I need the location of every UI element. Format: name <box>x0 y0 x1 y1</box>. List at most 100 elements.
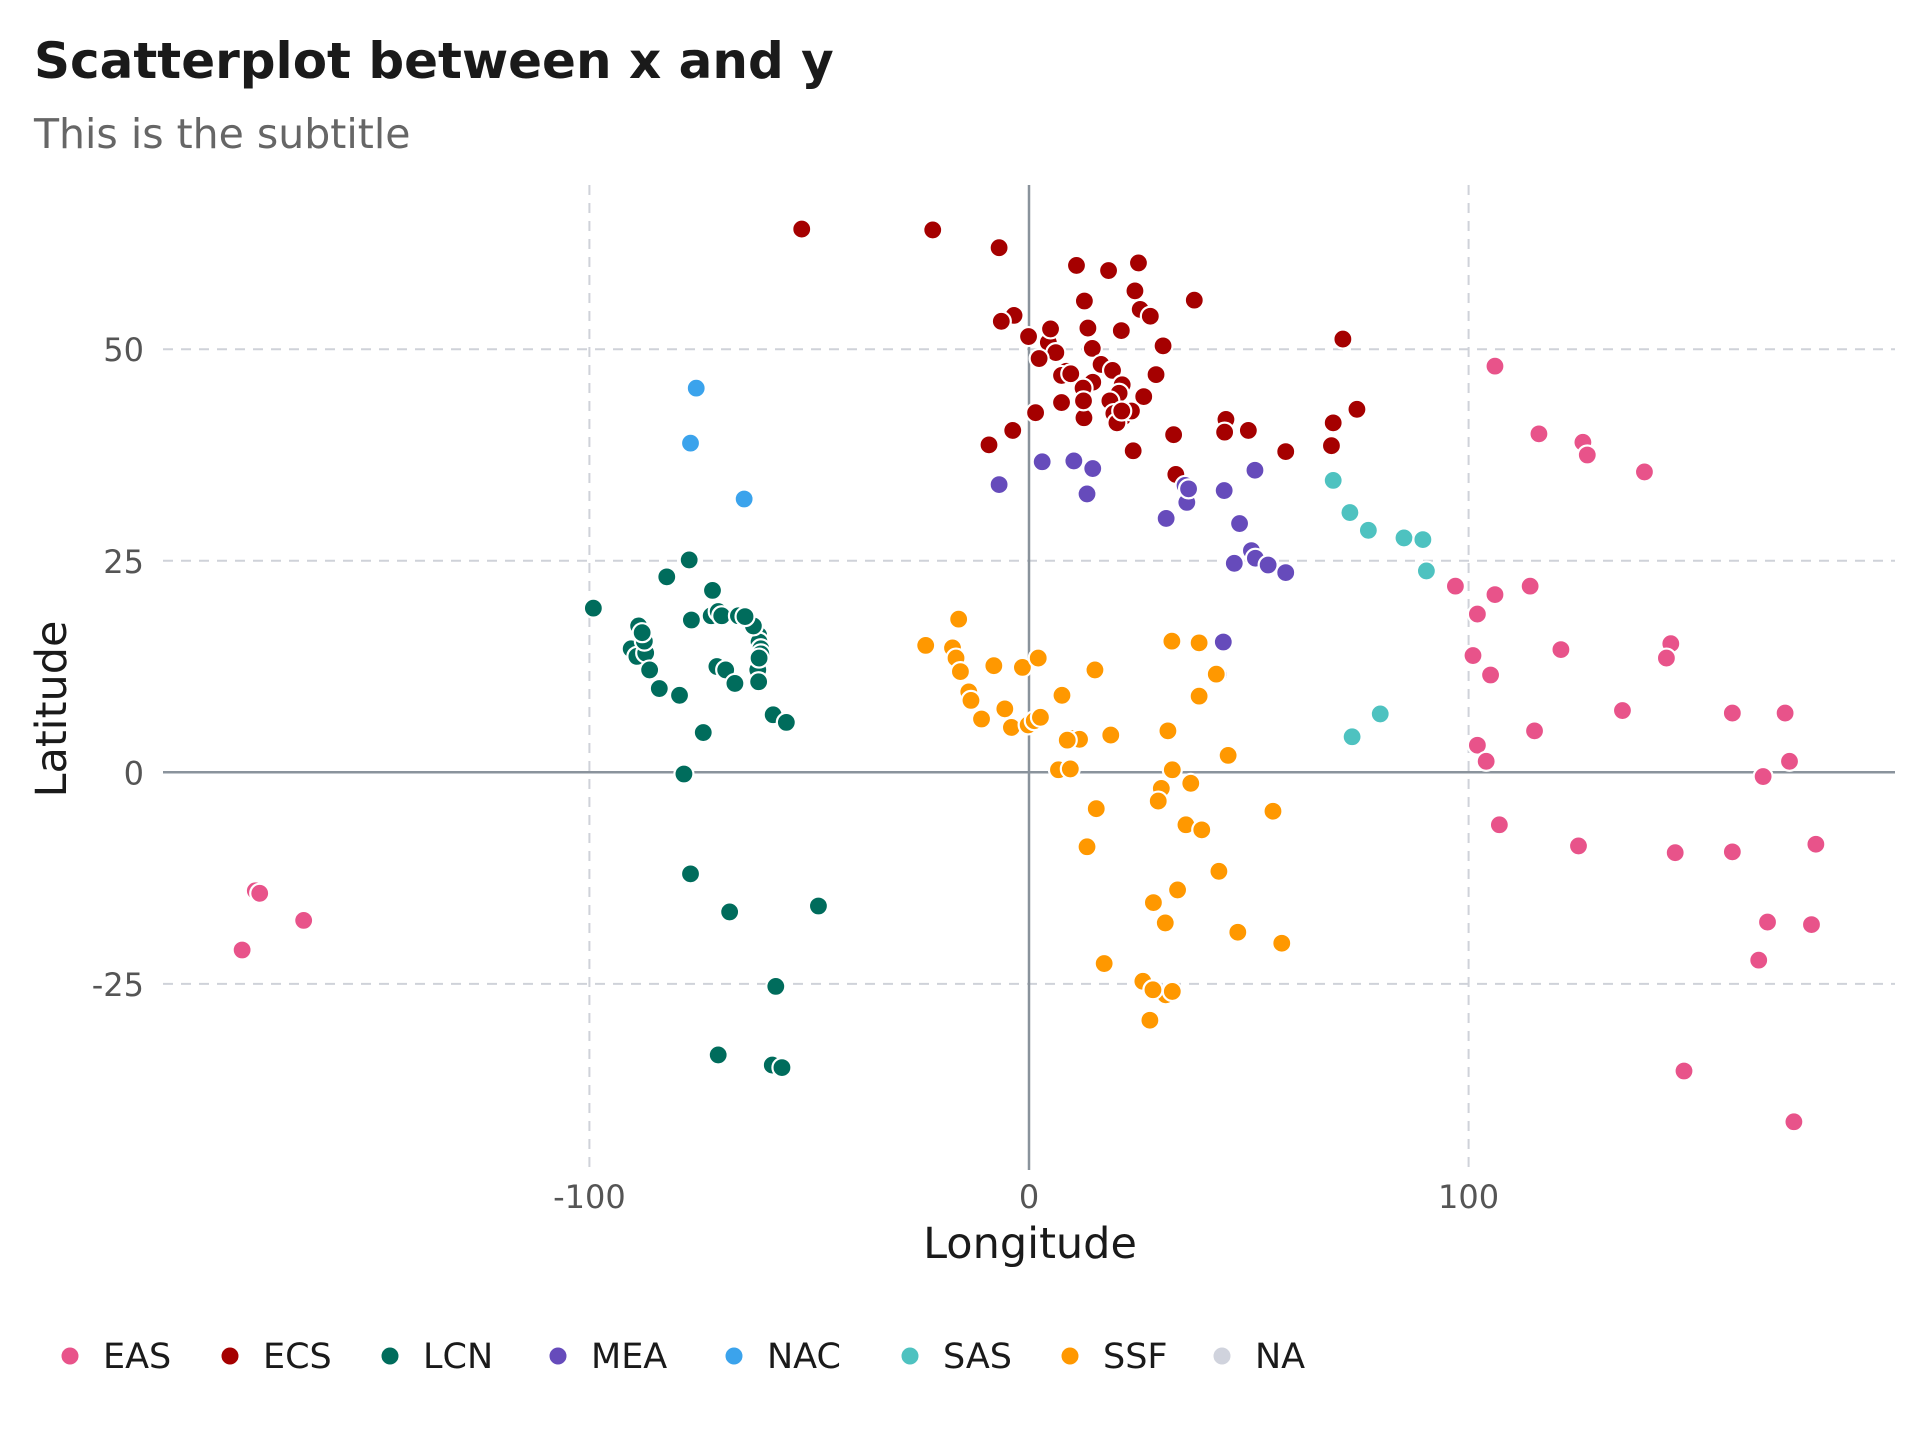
data-point-ssf <box>970 708 993 730</box>
data-point-ssf <box>960 689 982 711</box>
data-point-ecs <box>1322 412 1344 434</box>
data-point-eas <box>1673 1060 1695 1082</box>
data-point-ecs <box>1065 254 1088 277</box>
data-point-eas <box>1444 575 1467 597</box>
data-point-ecs <box>1320 435 1343 457</box>
data-point-eas <box>1633 461 1656 483</box>
x-tick-label: 0 <box>1019 1178 1039 1216</box>
data-point-ecs <box>990 310 1012 332</box>
data-point-ssf <box>1161 980 1183 1003</box>
data-point-ecs <box>1152 335 1174 357</box>
legend-key-sas <box>899 1345 921 1367</box>
data-point-mea <box>1257 554 1279 576</box>
data-point-eas <box>1721 841 1743 863</box>
data-point-ecs <box>1133 386 1155 408</box>
data-point-eas <box>1611 699 1634 722</box>
legend-label-lcn: LCN <box>423 1337 493 1377</box>
data-point-eas <box>1576 444 1598 466</box>
y-tick-label: 0 <box>124 754 144 792</box>
data-point-mea <box>1076 483 1098 505</box>
data-point-ssf <box>1027 647 1049 669</box>
data-point-ecs <box>1072 390 1095 412</box>
zero-lines <box>163 185 1895 1170</box>
data-point-mea <box>1275 562 1297 584</box>
legend-label-na: NA <box>1255 1337 1305 1377</box>
data-point-ecs <box>1017 325 1040 348</box>
y-tick-label: 50 <box>103 331 144 369</box>
data-point-ssf <box>1208 860 1230 882</box>
data-point-ssf <box>1217 744 1239 766</box>
legend-key-nac <box>723 1345 745 1367</box>
data-point-eas <box>1475 750 1497 772</box>
y-axis-title: Latitude <box>27 621 77 798</box>
data-points <box>231 218 1827 1133</box>
data-point-ecs <box>1127 252 1150 274</box>
data-point-ecs <box>1060 363 1082 385</box>
data-point-lcn <box>771 1057 793 1079</box>
data-point-mea <box>1177 478 1200 500</box>
x-tick-label: 100 <box>1438 1178 1499 1216</box>
data-point-eas <box>1774 702 1796 724</box>
data-point-mea <box>1244 459 1266 481</box>
data-point-ecs <box>1101 359 1124 381</box>
data-point-ecs <box>988 237 1010 259</box>
data-point-ecs <box>1237 419 1259 442</box>
legend-label-nac: NAC <box>767 1337 841 1377</box>
data-point-eas <box>1528 423 1550 445</box>
data-point-ecs <box>1346 398 1368 420</box>
data-point-ssf <box>1076 836 1098 858</box>
data-point-ssf <box>1029 706 1052 728</box>
data-point-ssf <box>1262 800 1284 822</box>
data-point-mea <box>1063 450 1085 472</box>
legend-label-ssf: SSF <box>1103 1337 1168 1377</box>
data-point-eas <box>1800 914 1823 936</box>
legend-label-ecs: ECS <box>263 1337 332 1377</box>
data-point-eas <box>1756 911 1779 933</box>
data-point-ssf <box>1142 979 1164 1001</box>
data-point-ecs <box>1024 402 1047 424</box>
data-point-mea <box>1223 552 1245 574</box>
data-point-lcn <box>748 671 770 693</box>
data-point-ecs <box>1124 280 1146 302</box>
data-point-ssf <box>1011 656 1034 678</box>
data-point-ecs <box>922 219 944 241</box>
data-point-mea <box>1212 631 1234 653</box>
data-point-ssf <box>1180 772 1202 794</box>
data-point-sas <box>1322 469 1344 491</box>
data-point-ssf <box>1188 685 1210 707</box>
data-point-mea <box>1082 457 1104 480</box>
data-point-lcn <box>673 763 695 785</box>
legend-key-ecs <box>219 1345 241 1367</box>
data-point-ecs <box>1183 289 1205 311</box>
data-point-eas <box>1484 355 1506 377</box>
data-point-lcn <box>701 579 724 601</box>
data-point-ecs <box>1039 318 1062 340</box>
data-point-lcn <box>692 721 714 744</box>
data-point-eas <box>1805 833 1827 855</box>
data-point-ecs <box>1081 337 1103 359</box>
data-point-sas <box>1341 726 1363 748</box>
data-point-ecs <box>1122 440 1144 462</box>
data-point-ssf <box>1147 790 1169 812</box>
data-point-eas <box>1466 734 1488 756</box>
legend-key-na <box>1211 1345 1233 1367</box>
data-point-lcn <box>748 647 770 669</box>
data-point-eas <box>1519 575 1541 597</box>
data-point-nac <box>685 377 707 399</box>
data-point-ssf <box>1157 720 1179 742</box>
data-point-ecs <box>791 218 813 240</box>
data-point-ssf <box>1188 632 1210 654</box>
data-point-ssf <box>1161 759 1183 781</box>
data-point-ssf <box>1051 684 1073 706</box>
data-point-sas <box>1412 529 1434 551</box>
data-point-ecs <box>1332 328 1354 350</box>
data-point-eas <box>1778 750 1801 772</box>
y-tick-label: -25 <box>92 966 144 1004</box>
legend-key-ssf <box>1059 1345 1081 1367</box>
legend-label-mea: MEA <box>591 1337 667 1377</box>
data-point-ssf <box>1085 798 1107 820</box>
data-point-ecs <box>1214 421 1236 443</box>
y-axis-tick-labels: -25 0 25 50 <box>92 331 144 1004</box>
data-point-lcn <box>765 975 787 997</box>
